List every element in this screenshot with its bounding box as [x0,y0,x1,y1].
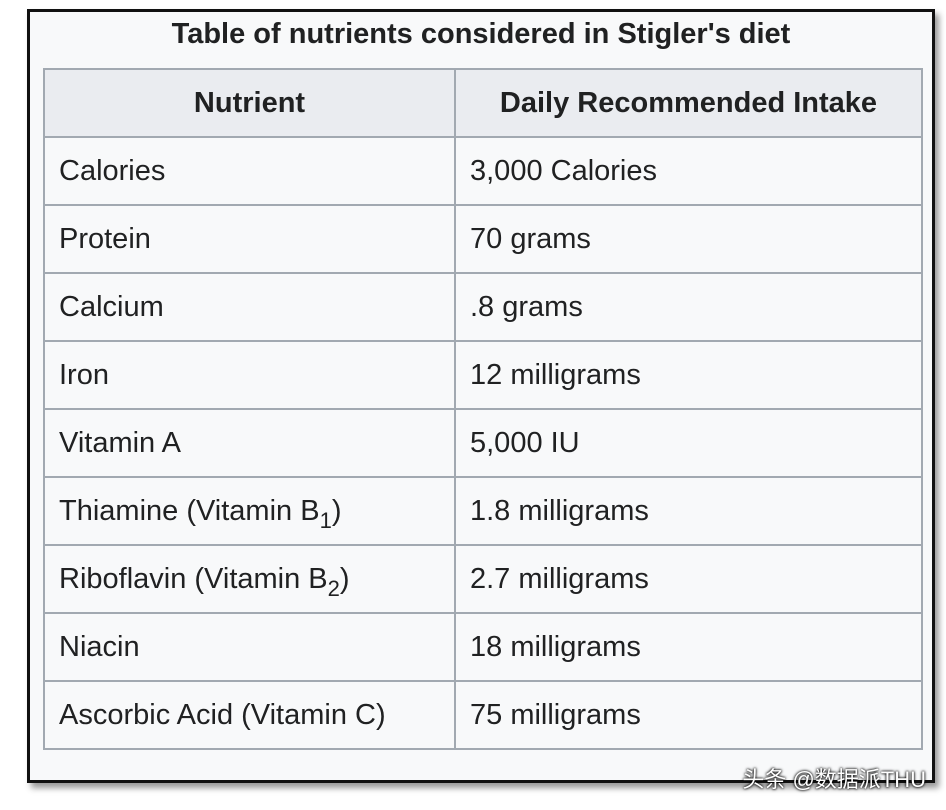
table-row: Thiamine (Vitamin B1) 1.8 milligrams [43,476,923,546]
header-cell: Daily Recommended Intake [454,68,923,138]
table-row: Iron 12 milligrams [43,340,923,410]
header-cell: Nutrient [43,68,456,138]
table-caption: Table of nutrients considered in Stigler… [171,18,791,50]
table-cell: 70 grams [454,204,923,274]
table-row: Calories 3,000 Calories [43,136,923,206]
table-row: Ascorbic Acid (Vitamin C) 75 milligrams [43,680,923,750]
table-row: Riboflavin (Vitamin B2) 2.7 milligrams [43,544,923,614]
cell-text: Thiamine (Vitamin B [59,494,320,527]
table-cell: 1.8 milligrams [454,476,923,546]
table-cell: 12 milligrams [454,340,923,410]
table-row: Niacin 18 milligrams [43,612,923,682]
table-cell: Calories [43,136,456,206]
table-cell: Protein [43,204,456,274]
table-cell: .8 grams [454,272,923,342]
table-cell: Vitamin A [43,408,456,478]
table-cell: Calcium [43,272,456,342]
table-cell: 2.7 milligrams [454,544,923,614]
header-row: Nutrient Daily Recommended Intake [43,68,923,138]
table-cell: 18 milligrams [454,612,923,682]
cell-text: Riboflavin (Vitamin B [59,562,328,595]
nutrient-table: Nutrient Daily Recommended Intake Calorie… [43,68,923,750]
table-cell: Niacin [43,612,456,682]
watermark: 头条 @数据派THU [742,767,926,792]
subscript: 1 [319,507,332,533]
cell-text: ) [339,562,350,595]
table-cell: Iron [43,340,456,410]
cell-text: ) [331,494,342,527]
table-cell: Riboflavin (Vitamin B2) [43,544,456,614]
table-row: Calcium .8 grams [43,272,923,342]
table-row: Protein 70 grams [43,204,923,274]
table-cell: Thiamine (Vitamin B1) [43,476,456,546]
table-cell: 3,000 Calories [454,136,923,206]
table-cell: Ascorbic Acid (Vitamin C) [43,680,456,750]
table-row: Vitamin A 5,000 IU [43,408,923,478]
table-cell: 75 milligrams [454,680,923,750]
subscript: 2 [327,575,340,601]
table-cell: 5,000 IU [454,408,923,478]
